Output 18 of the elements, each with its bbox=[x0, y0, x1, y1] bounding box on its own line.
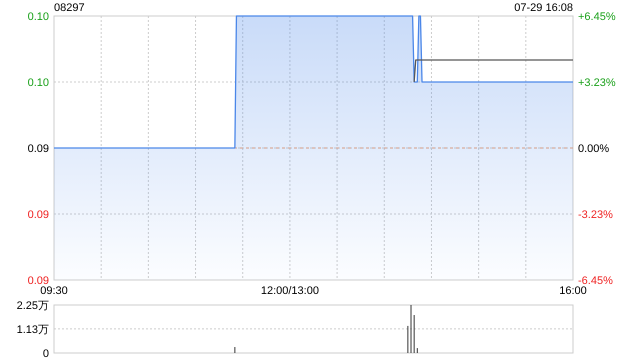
y-tick-label: 0.10 bbox=[28, 11, 49, 23]
x-tick-label: 09:30 bbox=[40, 285, 68, 297]
y2-tick-label: +6.45% bbox=[578, 11, 616, 23]
text: 07-29 16:08 bbox=[514, 2, 573, 14]
x-tick-label: 12:00/13:00 bbox=[260, 285, 319, 297]
y-tick-label: 0.09 bbox=[28, 209, 49, 221]
chart-title: 08297 bbox=[54, 2, 85, 14]
y2-tick-label: -6.45% bbox=[578, 275, 614, 287]
y-tick-label: 0.09 bbox=[28, 143, 49, 155]
y-tick-label: 0.09 bbox=[28, 275, 49, 287]
y-tick-label: 1.13万 bbox=[16, 324, 49, 336]
x-tick-label: 16:00 bbox=[559, 285, 587, 297]
y-tick-label: 0.10 bbox=[28, 77, 49, 89]
y-tick-label: 2.25万 bbox=[16, 300, 49, 312]
y2-tick-label: +3.23% bbox=[578, 76, 616, 89]
y-tick-label: 0 bbox=[42, 348, 49, 360]
y2-tick-label: 0.00% bbox=[578, 143, 610, 155]
y2-tick-label: -3.23% bbox=[578, 209, 614, 222]
